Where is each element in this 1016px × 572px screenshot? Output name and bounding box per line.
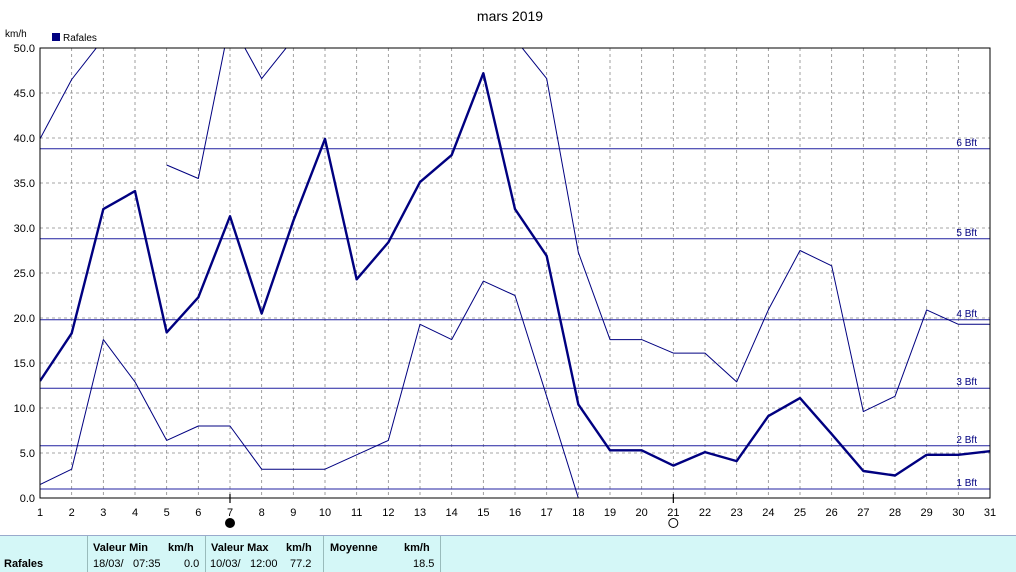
avg-value: 18.5 (413, 558, 435, 570)
max-time: 12:00 (250, 558, 278, 570)
series-line-upper (166, 48, 287, 179)
y-tick-label: 50.0 (14, 43, 35, 55)
x-tick-label: 1 (37, 507, 43, 519)
x-tick-label: 30 (952, 507, 964, 519)
avg-unit: km/h (404, 542, 430, 554)
min-unit: km/h (168, 542, 194, 554)
series-layer (40, 48, 990, 498)
x-tick-label: 15 (477, 507, 489, 519)
x-tick-label: 20 (636, 507, 648, 519)
x-tick-label: 4 (132, 507, 138, 519)
x-tick-label: 2 (69, 507, 75, 519)
y-tick-label: 40.0 (14, 133, 35, 145)
x-tick-label: 19 (604, 507, 616, 519)
x-tick-label: 27 (857, 507, 869, 519)
y-tick-label: 35.0 (14, 178, 35, 190)
x-tick-label: 28 (889, 507, 901, 519)
y-tick-label: 20.0 (14, 313, 35, 325)
series-line-mean (40, 71, 990, 477)
full-moon-icon (668, 518, 679, 528)
y-tick-label: 5.0 (20, 448, 35, 460)
x-tick-label: 21 (667, 507, 679, 519)
x-tick-label: 11 (351, 507, 362, 519)
y-tick-label: 45.0 (14, 88, 35, 100)
x-tick-label: 10 (319, 507, 331, 519)
axis-labels: 0.0 5.0 10.0 15.0 20.0 25.0 30.0 35.0 40.0 45.0 50… (14, 43, 997, 519)
legend-label: Rafales (63, 33, 97, 44)
y-tick-label: 10.0 (14, 403, 35, 415)
x-tick-label: 29 (921, 507, 933, 519)
max-unit: km/h (286, 542, 312, 554)
max-header: Valeur Max (211, 542, 269, 554)
footer-min-cell: Valeur Min km/h 18/03/ 07:35 0.0 (88, 536, 206, 572)
legend-swatch (52, 33, 60, 41)
footer-max-cell: Valeur Max km/h 10/03/ 12:00 77.2 (206, 536, 324, 572)
x-tick-label: 9 (290, 507, 296, 519)
x-tick-label: 14 (446, 507, 458, 519)
beaufort-label: 2 Bft (956, 435, 977, 446)
x-tick-label: 7 (227, 507, 233, 519)
wind-gust-chart: mars 2019 km/h Rafales 1 Bft 2 Bft 3 Bft 4 … (5, 8, 997, 528)
x-tick-label: 16 (509, 507, 521, 519)
beaufort-label: 3 Bft (956, 377, 977, 388)
y-tick-label: 15.0 (14, 358, 35, 370)
y-tick-label: 0.0 (20, 493, 35, 505)
x-tick-label: 25 (794, 507, 806, 519)
x-tick-label: 12 (382, 507, 394, 519)
y-tick-label: 30.0 (14, 223, 35, 235)
x-tick-label: 26 (826, 507, 838, 519)
beaufort-label: 4 Bft (956, 309, 977, 320)
x-tick-label: 3 (100, 507, 106, 519)
beaufort-label: 1 Bft (956, 478, 977, 489)
grid-layer (40, 48, 990, 498)
chart-title: mars 2019 (477, 8, 543, 24)
min-value: 0.0 (184, 558, 200, 570)
x-tick-label: 5 (164, 507, 170, 519)
max-date: 10/03/ (210, 558, 241, 570)
footer-label-cell: Rafales (0, 536, 88, 572)
x-tick-label: 13 (414, 507, 426, 519)
summary-footer: Rafales Valeur Min km/h 18/03/ 07:35 0.0… (0, 535, 1016, 572)
x-tick-label: 22 (699, 507, 711, 519)
x-tick-label: 24 (762, 507, 774, 519)
x-tick-label: 17 (541, 507, 553, 519)
beaufort-label: 6 Bft (956, 138, 977, 149)
beaufort-label: 5 Bft (956, 228, 977, 239)
moon-phases (225, 494, 679, 528)
footer-row-label: Rafales (4, 558, 44, 570)
x-tick-label: 8 (259, 507, 265, 519)
min-header: Valeur Min (93, 542, 149, 554)
min-date: 18/03/ (93, 558, 124, 570)
x-tick-label: 31 (984, 507, 996, 519)
new-moon-icon (225, 518, 235, 528)
y-axis-unit-label: km/h (5, 29, 27, 40)
x-tick-label: 18 (572, 507, 584, 519)
series-line-upper (521, 48, 990, 413)
x-tick-label: 23 (731, 507, 743, 519)
series-line-lower (40, 280, 579, 498)
x-tick-label: 6 (195, 507, 201, 519)
min-time: 07:35 (133, 558, 161, 570)
avg-header: Moyenne (330, 542, 378, 554)
max-value: 77.2 (290, 558, 312, 570)
y-tick-label: 25.0 (14, 268, 35, 280)
footer-avg-cell: Moyenne km/h 18.5 (324, 536, 441, 572)
series-line-upper (40, 48, 97, 140)
beaufort-lines: 1 Bft 2 Bft 3 Bft 4 Bft 5 Bft 6 Bft (40, 138, 990, 490)
plot-frame (39, 47, 991, 499)
